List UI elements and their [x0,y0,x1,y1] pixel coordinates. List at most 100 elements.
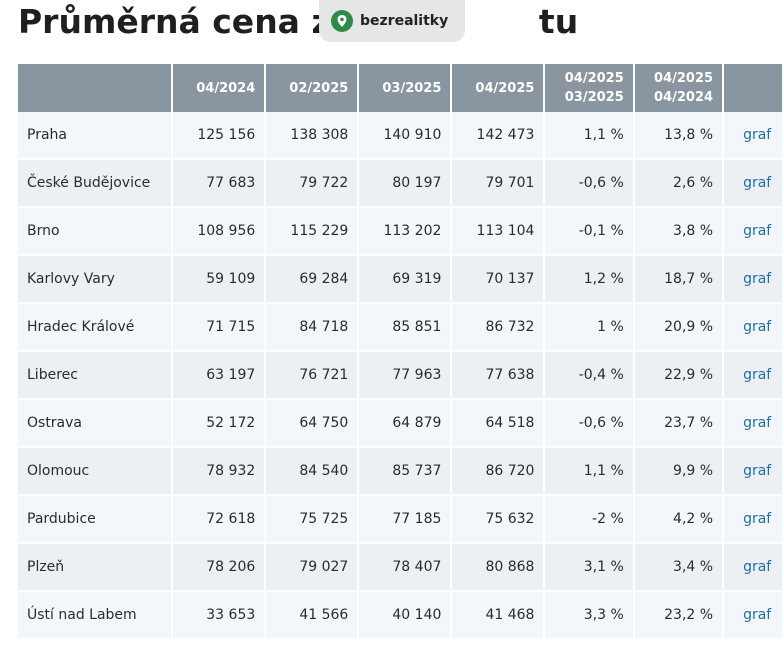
column-header-line1: 04/2025 [654,71,714,86]
cell-col-02-2025: 79 027 [265,543,360,592]
cell-col-04-2025: 86 732 [451,303,546,352]
cell-col-03-2025: 69 319 [358,255,453,304]
graf-link[interactable]: graf [723,543,784,592]
cell-city: Pardubice [18,495,174,544]
cell-change-month: 1,2 % [544,255,635,304]
column-header-line1: 04/2024 [196,80,256,96]
cell-col-02-2025: 84 718 [265,303,360,352]
cell-col-02-2025: 76 721 [265,351,360,400]
cell-change-month: -0,1 % [544,207,635,256]
cell-change-year: 23,7 % [633,399,725,448]
cell-col-04-2025: 77 638 [451,351,546,400]
price-table: 04/2024 02/2025 03/2025 04/2025 04/2025 03/20… [18,64,784,640]
cell-col-04-2025: 79 701 [451,159,546,208]
cell-city: Liberec [18,351,174,400]
cell-col-02-2025: 138 308 [265,112,360,160]
cell-change-month: -2 % [544,495,635,544]
pin-icon [331,10,353,32]
page-title: Průměrná cena za tu [18,0,578,44]
bezrealitky-badge[interactable]: bezrealitky [319,0,465,42]
column-header-line1: 04/2025 [475,80,535,96]
cell-city: Karlovy Vary [18,255,174,304]
column-header-city [18,64,174,112]
table-row: Ústí nad Labem 33 653 41 566 40 140 41 468 3,… [18,591,784,640]
column-header-line2: 03/2025 [564,90,624,105]
cell-col-04-2024: 77 683 [172,159,267,208]
table-row: Hradec Králové 71 715 84 718 85 851 86 732 1 … [18,303,784,352]
cell-col-02-2025: 75 725 [265,495,360,544]
table-row: Brno 108 956 115 229 113 202 113 104 -0,1 % 3,… [18,207,784,256]
table-row: Liberec 63 197 76 721 77 963 77 638 -0,4 % 22,… [18,351,784,400]
column-header-line1: 04/2025 [564,71,624,86]
cell-city: České Budějovice [18,159,174,208]
cell-col-04-2025: 142 473 [451,112,546,160]
cell-col-04-2025: 70 137 [451,255,546,304]
cell-change-year: 22,9 % [633,351,725,400]
graf-link[interactable]: graf [723,591,784,640]
cell-col-03-2025: 85 737 [358,447,453,496]
graf-link[interactable]: graf [723,303,784,352]
cell-col-03-2025: 78 407 [358,543,453,592]
title-tail: tu [538,2,579,41]
column-header-col-04-2025: 04/2025 [451,64,546,112]
cell-col-02-2025: 115 229 [265,207,360,256]
cell-col-02-2025: 84 540 [265,447,360,496]
cell-col-04-2025: 80 868 [451,543,546,592]
cell-col-04-2025: 41 468 [451,591,546,640]
cell-change-month: 1 % [544,303,635,352]
column-header-line1: 02/2025 [289,80,349,96]
cell-col-04-2024: 71 715 [172,303,267,352]
cell-col-04-2024: 52 172 [172,399,267,448]
cell-change-month: 1,1 % [544,112,635,160]
table-body: Praha 125 156 138 308 140 910 142 473 1,1 % 13… [18,112,784,640]
column-header-col-02-2025: 02/2025 [265,64,360,112]
cell-change-month: 3,3 % [544,591,635,640]
graf-link[interactable]: graf [723,207,784,256]
cell-col-04-2024: 59 109 [172,255,267,304]
table-row: Karlovy Vary 59 109 69 284 69 319 70 137 1,2 … [18,255,784,304]
cell-col-04-2024: 125 156 [172,112,267,160]
cell-change-year: 9,9 % [633,447,725,496]
cell-city: Hradec Králové [18,303,174,352]
table-row: České Budějovice 77 683 79 722 80 197 79 701… [18,159,784,208]
cell-city: Brno [18,207,174,256]
cell-city: Ústí nad Labem [18,591,174,640]
column-header-col-04-2024: 04/2024 [172,64,267,112]
cell-change-month: 1,1 % [544,447,635,496]
cell-change-year: 4,2 % [633,495,725,544]
cell-change-year: 2,6 % [633,159,725,208]
table-header-row: 04/2024 02/2025 03/2025 04/2025 04/2025 03/20… [18,64,784,112]
cell-col-04-2025: 75 632 [451,495,546,544]
cell-col-03-2025: 140 910 [358,112,453,160]
graf-link[interactable]: graf [723,447,784,496]
graf-link[interactable]: graf [723,159,784,208]
cell-col-04-2024: 78 206 [172,543,267,592]
cell-change-month: -0,6 % [544,159,635,208]
cell-change-month: 3,1 % [544,543,635,592]
cell-col-04-2025: 113 104 [451,207,546,256]
column-header-line2: 04/2024 [654,90,714,105]
cell-col-04-2024: 108 956 [172,207,267,256]
column-header-col-03-2025: 03/2025 [358,64,453,112]
cell-col-02-2025: 69 284 [265,255,360,304]
cell-city: Plzeň [18,543,174,592]
table-row: Ostrava 52 172 64 750 64 879 64 518 -0,6 % 23,… [18,399,784,448]
graf-link[interactable]: graf [723,112,784,160]
cell-col-02-2025: 79 722 [265,159,360,208]
title-text: Průměrná cena za [18,2,353,41]
graf-link[interactable]: graf [723,495,784,544]
graf-link[interactable]: graf [723,351,784,400]
cell-change-month: -0,6 % [544,399,635,448]
column-header-graf [723,64,784,112]
graf-link[interactable]: graf [723,255,784,304]
graf-link[interactable]: graf [723,399,784,448]
cell-change-year: 18,7 % [633,255,725,304]
cell-change-year: 20,9 % [633,303,725,352]
cell-change-year: 13,8 % [633,112,725,160]
cell-col-03-2025: 85 851 [358,303,453,352]
cell-col-03-2025: 113 202 [358,207,453,256]
cell-col-03-2025: 80 197 [358,159,453,208]
cell-col-04-2025: 86 720 [451,447,546,496]
cell-col-03-2025: 64 879 [358,399,453,448]
badge-label: bezrealitky [360,13,449,29]
